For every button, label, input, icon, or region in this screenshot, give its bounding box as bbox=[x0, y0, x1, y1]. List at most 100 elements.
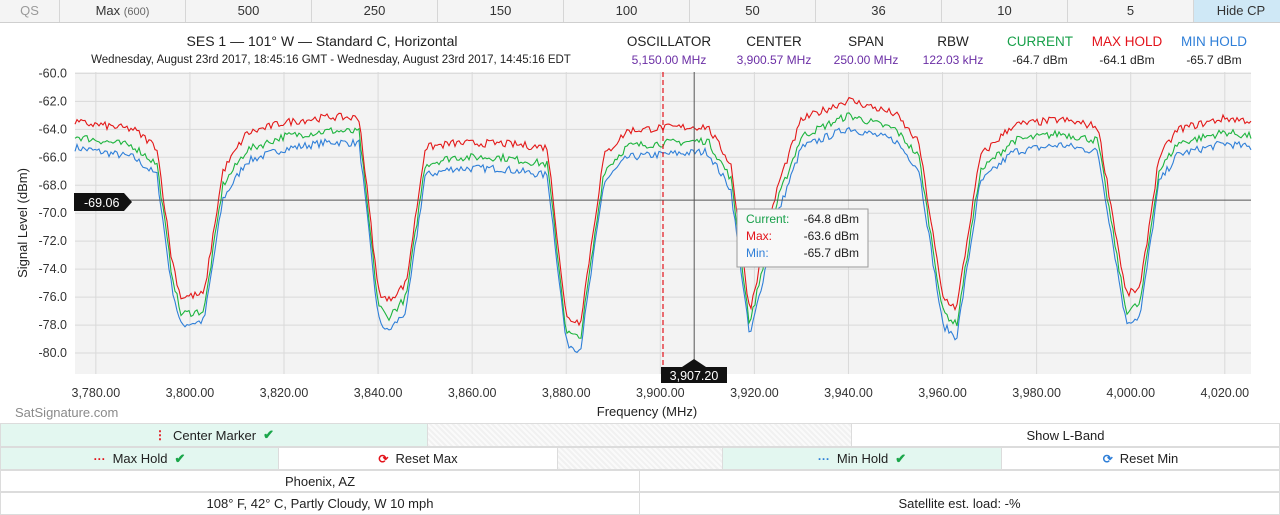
stat-value: -64.7 dBm bbox=[1012, 53, 1067, 67]
cursor-y-value: -69.06 bbox=[84, 196, 119, 210]
stat-current: CURRENT -64.7 dBm bbox=[1007, 34, 1073, 67]
check-icon: ✔ bbox=[895, 450, 907, 466]
qs-button[interactable]: QS bbox=[0, 0, 60, 22]
refresh-icon: ⟳ bbox=[378, 451, 389, 466]
hide-cp-button[interactable]: Hide CP bbox=[1194, 0, 1280, 22]
max-hold-label: Max Hold bbox=[112, 451, 168, 466]
stat-label: CENTER bbox=[746, 34, 802, 49]
stat-value: 250.00 MHz bbox=[834, 53, 899, 67]
stat-value: 5,150.00 MHz bbox=[632, 53, 707, 67]
stat-label: SPAN bbox=[848, 34, 884, 49]
weather: 108° F, 42° C, Partly Cloudy, W 10 mph bbox=[0, 492, 640, 515]
chart-title: SES 1 — 101° W — Standard C, Horizontal bbox=[187, 33, 458, 49]
x-tick-label: 3,920.00 bbox=[730, 386, 779, 400]
stat-min-hold: MIN HOLD -65.7 dBm bbox=[1181, 34, 1247, 67]
stat-label: MIN HOLD bbox=[1181, 34, 1247, 49]
stat-center: CENTER 3,900.57 MHz bbox=[737, 34, 812, 67]
cursor-x-value: 3,907.20 bbox=[670, 369, 719, 383]
x-tick-labels: 3,780.00 3,800.00 3,820.00 3,840.00 3,860.00… bbox=[72, 386, 1250, 400]
tooltip-current-label: Current: bbox=[746, 212, 789, 226]
rate-button[interactable]: 36 bbox=[816, 0, 942, 22]
x-tick-label: 3,980.00 bbox=[1012, 386, 1061, 400]
satellite-load-text: Satellite est. load: -% bbox=[898, 496, 1021, 511]
x-tick-label: 3,960.00 bbox=[918, 386, 967, 400]
x-tick-label: 3,780.00 bbox=[72, 386, 121, 400]
chart-subtitle: Wednesday, August 23rd 2017, 18:45:16 GM… bbox=[91, 54, 571, 66]
empty-cell bbox=[558, 447, 723, 470]
stat-label: CURRENT bbox=[1007, 34, 1073, 49]
x-tick-label: 3,800.00 bbox=[166, 386, 215, 400]
rate-button[interactable]: 500 bbox=[186, 0, 312, 22]
show-lband-button[interactable]: Show L-Band bbox=[852, 423, 1280, 447]
stat-value: -64.1 dBm bbox=[1099, 53, 1154, 67]
rate-max-button[interactable]: Max (600) bbox=[60, 0, 186, 22]
rate-max-label: Max bbox=[95, 3, 121, 18]
y-tick-label: -76.0 bbox=[39, 290, 68, 304]
empty-cell bbox=[428, 423, 852, 447]
info-row-1: Phoenix, AZ bbox=[0, 470, 1280, 492]
x-tick-label: 4,020.00 bbox=[1200, 386, 1249, 400]
spectrum-chart[interactable]: -60.0 -62.0 -64.0 -66.0 -68.0 -70.0 -72.0 -74.0… bbox=[0, 23, 1280, 423]
y-tick-label: -66.0 bbox=[39, 150, 68, 164]
tooltip-min-value: -65.7 dBm bbox=[804, 246, 859, 260]
tooltip-box bbox=[736, 208, 869, 268]
stat-max-hold: MAX HOLD -64.1 dBm bbox=[1092, 34, 1163, 67]
min-hold-icon: ··· bbox=[817, 451, 830, 466]
stat-value: 122.03 kHz bbox=[923, 53, 984, 67]
y-tick-label: -60.0 bbox=[39, 66, 68, 80]
rate-button[interactable]: 100 bbox=[564, 0, 690, 22]
stat-label: MAX HOLD bbox=[1092, 34, 1163, 49]
refresh-icon: ⟳ bbox=[1102, 451, 1113, 466]
center-marker-icon: ⋮ bbox=[154, 428, 166, 442]
cursor-y-flag-shape bbox=[74, 193, 132, 211]
rate-button[interactable]: 50 bbox=[690, 0, 816, 22]
stat-span: SPAN 250.00 MHz bbox=[834, 34, 899, 67]
y-tick-label: -70.0 bbox=[39, 206, 68, 220]
stat-label: RBW bbox=[937, 34, 969, 49]
y-axis-label: Signal Level (dBm) bbox=[15, 168, 30, 278]
rate-button[interactable]: 10 bbox=[942, 0, 1068, 22]
x-tick-label: 3,900.00 bbox=[636, 386, 685, 400]
stat-value: 3,900.57 MHz bbox=[737, 53, 812, 67]
max-hold-toggle[interactable]: ··· Max Hold ✔ bbox=[0, 447, 279, 470]
rate-button[interactable]: 250 bbox=[312, 0, 438, 22]
tooltip-max-value: -63.6 dBm bbox=[804, 229, 859, 243]
tooltip-min-label: Min: bbox=[746, 246, 769, 260]
x-tick-label: 4,000.00 bbox=[1106, 386, 1155, 400]
y-tick-label: -80.0 bbox=[39, 346, 68, 360]
reset-min-button[interactable]: ⟳ Reset Min bbox=[1002, 447, 1280, 470]
location: Phoenix, AZ bbox=[0, 470, 640, 492]
cursor-y-flag[interactable]: -69.06 bbox=[74, 193, 132, 211]
watermark: SatSignature.com bbox=[15, 405, 118, 420]
y-tick-label: -62.0 bbox=[39, 94, 68, 108]
rate-max-value: (600) bbox=[123, 6, 150, 18]
reset-max-button[interactable]: ⟳ Reset Max bbox=[279, 447, 558, 470]
stat-value: -65.7 dBm bbox=[1186, 53, 1241, 67]
center-marker-toggle[interactable]: ⋮ Center Marker ✔ bbox=[0, 423, 428, 447]
stat-oscillator: OSCILLATOR 5,150.00 MHz bbox=[627, 34, 712, 67]
rate-button[interactable]: 150 bbox=[438, 0, 564, 22]
cursor-x-flag-shape bbox=[661, 359, 727, 383]
y-tick-labels: -60.0 -62.0 -64.0 -66.0 -68.0 -70.0 -72.0 -74.0… bbox=[39, 66, 68, 360]
reset-min-label: Reset Min bbox=[1119, 451, 1179, 466]
cursor-x-flag[interactable]: 3,907.20 bbox=[661, 359, 727, 383]
reset-max-label: Reset Max bbox=[395, 451, 458, 466]
y-tick-label: -78.0 bbox=[39, 318, 68, 332]
tooltip-current-value: -64.8 dBm bbox=[804, 212, 859, 226]
center-marker-label: Center Marker bbox=[173, 427, 257, 443]
x-tick-label: 3,820.00 bbox=[260, 386, 309, 400]
x-axis-label: Frequency (MHz) bbox=[597, 404, 697, 419]
x-tick-label: 3,860.00 bbox=[448, 386, 497, 400]
weather-text: 108° F, 42° C, Partly Cloudy, W 10 mph bbox=[206, 496, 434, 511]
min-hold-toggle[interactable]: ··· Min Hold ✔ bbox=[723, 447, 1002, 470]
x-tick-label: 3,880.00 bbox=[542, 386, 591, 400]
tooltip-max-label: Max: bbox=[746, 229, 772, 243]
controls-row-1: ⋮ Center Marker ✔ Show L-Band bbox=[0, 423, 1280, 447]
rate-toolbar: QS Max (600) 500 250 150 100 50 36 10 5 … bbox=[0, 0, 1280, 23]
check-icon: ✔ bbox=[263, 427, 274, 442]
min-hold-label: Min Hold bbox=[836, 451, 889, 466]
stat-label: OSCILLATOR bbox=[627, 34, 712, 49]
stat-rbw: RBW 122.03 kHz bbox=[923, 34, 984, 67]
rate-button[interactable]: 5 bbox=[1068, 0, 1194, 22]
